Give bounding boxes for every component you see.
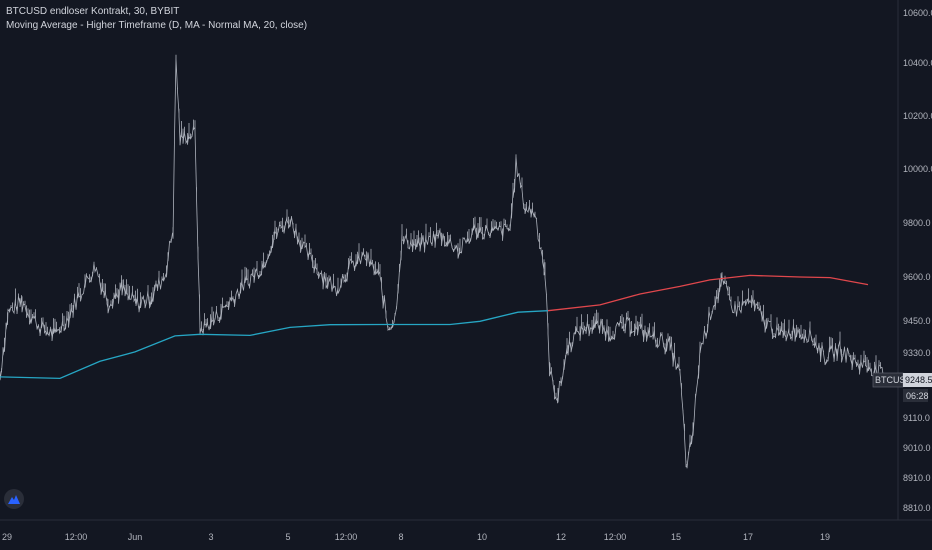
time-tick-label: 17 [743, 532, 753, 542]
time-tick-label: 8 [398, 532, 403, 542]
price-tick-label: 9330.0 [903, 348, 931, 358]
price-tick-label: 10400.0 [903, 58, 932, 68]
ma-line-lower [0, 310, 549, 380]
ma-line-upper [547, 274, 869, 312]
time-tick-label: 12:00 [335, 532, 358, 542]
moving-average-series [0, 274, 869, 380]
symbol-tag-label: BTCUSD [875, 375, 913, 385]
price-axis[interactable]: 10600.0 10400.0 10200.0 10000.0 9800.0 9600.0… [897, 0, 932, 520]
price-tick-label: 8810.0 [903, 503, 931, 513]
indicator-title[interactable]: Moving Average - Higher Timeframe (D, MA… [6, 20, 308, 31]
price-tag-box [903, 373, 932, 387]
price-tick-label: 9110.0 [903, 413, 930, 423]
price-tag-value: 9248.5 [905, 375, 932, 385]
countdown-box [903, 389, 928, 402]
time-tick-label: 29 [2, 532, 12, 542]
tradingview-logo-icon[interactable] [4, 489, 24, 509]
time-tick-label: 10 [477, 532, 487, 542]
time-tick-label: 12 [556, 532, 566, 542]
time-tick-label: 5 [285, 532, 290, 542]
price-tick-label: 10600.0 [903, 8, 932, 18]
price-tick-label: 9450.0 [903, 316, 931, 326]
countdown-value: 06:28 [906, 391, 929, 401]
time-tick-label: 3 [208, 532, 213, 542]
price-tick-label: 9600.0 [903, 272, 931, 282]
price-tick-label: 10000.0 [903, 164, 932, 174]
time-tick-label: 19 [820, 532, 830, 542]
price-tick-label: 8910.0 [903, 473, 931, 483]
price-path [0, 54, 886, 469]
time-tick-label: 15 [671, 532, 681, 542]
time-tick-label: 12:00 [604, 532, 627, 542]
chart-legend: BTCUSD endloser Kontrakt, 30, BYBIT Movi… [6, 5, 307, 33]
time-axis[interactable]: 29 12:00 Jun 3 5 12:00 8 10 12 12:00 15 17 19 [0, 519, 932, 542]
time-tick-label: 12:00 [65, 532, 88, 542]
price-tick-label: 9800.0 [903, 218, 931, 228]
price-tick-label: 9010.0 [903, 443, 931, 453]
price-series [0, 54, 886, 469]
symbol-title[interactable]: BTCUSD endloser Kontrakt, 30, BYBIT [6, 6, 180, 17]
price-tick-label: 10200.0 [903, 111, 932, 121]
time-tick-label: Jun [128, 532, 143, 542]
